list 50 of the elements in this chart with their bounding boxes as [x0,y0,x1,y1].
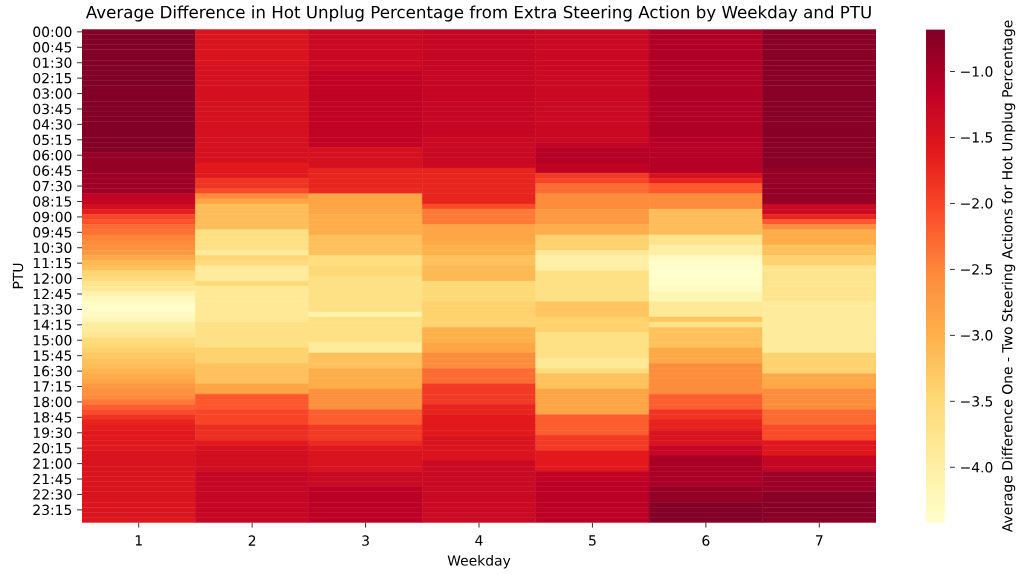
y-tick-label: 23:15 [33,504,72,516]
y-tick-label: 00:45 [33,42,72,53]
color-bar-label: −3.5 [961,396,993,407]
y-axis-title: PTU [12,263,24,289]
y-tick-label: 03:00 [33,88,72,99]
x-tick-label: 5 [589,535,596,546]
y-tick-label: 09:00 [33,211,72,223]
color-bar-label: −1.5 [961,132,993,143]
y-tick-label: 07:30 [33,180,72,192]
y-tick-label: 22:30 [33,489,72,500]
y-tick-label: 13:30 [33,304,72,315]
y-tick-label: 04:30 [33,119,72,130]
color-bar-label: −2.0 [961,198,993,209]
x-tick-label: 7 [816,535,823,546]
y-tick-label: 12:00 [33,273,72,284]
y-tick-label: 10:30 [33,242,72,253]
y-tick-label: 11:15 [33,258,72,269]
y-tick-label: 05:15 [33,134,72,146]
color-bar-label: −4.0 [961,462,993,473]
y-tick-label: 02:15 [33,72,72,84]
y-tick-label: 18:45 [33,412,72,423]
y-tick-label: 12:45 [33,288,72,300]
y-tick-label: 16:30 [33,365,72,377]
y-tick-label: 21:00 [33,458,72,469]
y-tick-label: 14:15 [33,319,72,330]
y-tick-label: 08:15 [33,196,72,207]
y-tick-label: 09:45 [33,227,72,238]
x-tick-label: 3 [362,535,369,546]
y-tick-label: 20:15 [33,442,72,454]
x-tick-label: 2 [248,535,256,546]
x-axis-title: Weekday [447,555,511,569]
y-tick-label: 15:45 [33,350,72,361]
color-bar-label: −3.0 [961,330,993,341]
y-tick-label: 03:45 [33,103,72,115]
y-tick-label: 17:15 [33,381,72,392]
y-tick-label: 19:30 [33,427,72,439]
y-tick-label: 15:00 [33,335,72,346]
y-tick-label: 00:00 [33,26,72,38]
y-tick-label: 06:45 [33,165,72,176]
y-tick-label: 21:45 [33,473,72,485]
y-tick-label: 18:00 [33,396,72,408]
x-tick-label: 1 [135,535,142,546]
x-tick-label: 4 [475,535,483,546]
color-bar-title: Average Difference One - Two Steering Actions for Hot Unplug Percentage [1001,20,1016,533]
y-tick-label: 01:30 [33,57,72,68]
color-bar-label: −2.5 [961,264,993,275]
color-bar-label: −1.0 [961,66,993,77]
y-tick-label: 06:00 [33,149,72,161]
x-tick-label: 6 [702,535,710,546]
chart-title: Average Difference in Hot Unplug Percentage from Extra Steering Action by Weekday and PTU [85,5,871,22]
